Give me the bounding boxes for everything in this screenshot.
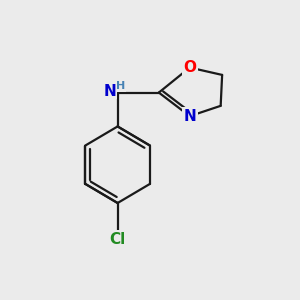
Text: N: N — [103, 84, 116, 99]
Text: Cl: Cl — [110, 232, 126, 247]
Text: O: O — [183, 60, 196, 75]
Text: N: N — [183, 109, 196, 124]
Text: H: H — [116, 81, 125, 91]
